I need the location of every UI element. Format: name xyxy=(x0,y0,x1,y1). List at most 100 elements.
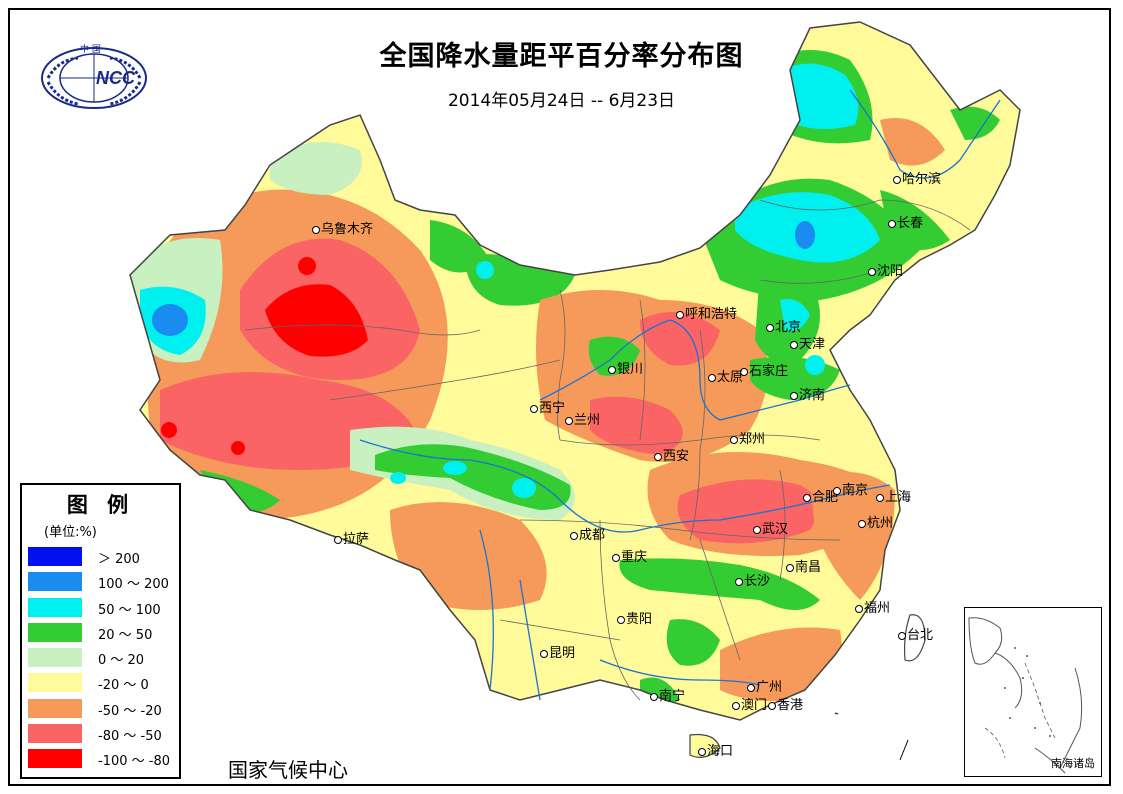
city-label: 南宁 xyxy=(650,685,685,704)
city-name: 北京 xyxy=(775,320,802,335)
city-dot-icon xyxy=(650,692,658,701)
legend-swatch xyxy=(28,597,82,617)
city-label: 拉萨 xyxy=(334,528,369,547)
city-name: 石家庄 xyxy=(749,364,789,379)
city-name: 重庆 xyxy=(621,550,648,565)
city-label: 香港 xyxy=(768,694,803,713)
city-dot-icon xyxy=(893,175,901,184)
legend-swatch xyxy=(28,698,82,718)
logo-top-text: 中 国 xyxy=(80,43,101,55)
legend-item: -100 ～ -80 xyxy=(22,746,179,771)
city-dot-icon xyxy=(766,323,774,332)
city-dot-icon xyxy=(735,577,743,586)
legend-item: -20 ～ 0 xyxy=(22,670,179,695)
legend-label: ＞ 200 xyxy=(98,552,140,567)
city-name: 西安 xyxy=(663,449,690,464)
city-label: 长春 xyxy=(888,212,923,231)
legend-swatch xyxy=(28,648,82,668)
city-label: 沈阳 xyxy=(868,260,903,279)
city-label: 贵阳 xyxy=(617,608,652,627)
city-name: 广州 xyxy=(756,680,783,695)
city-dot-icon xyxy=(803,493,811,502)
legend-title: 图 例 xyxy=(66,493,135,517)
city-dot-icon xyxy=(730,435,738,444)
city-dot-icon xyxy=(654,452,662,461)
inset-map xyxy=(968,617,1083,774)
legend-rows: ＞ 200 100 ～ 200 50 ～ 100 20 ～ 50 0 ～ 20 -20 ～… xyxy=(22,544,179,772)
city-label: 哈尔滨 xyxy=(893,168,941,187)
city-name: 天津 xyxy=(799,337,826,352)
city-dot-icon xyxy=(732,701,740,710)
city-dot-icon xyxy=(334,535,342,544)
city-label: 郑州 xyxy=(730,428,765,447)
city-dot-icon xyxy=(855,604,863,613)
city-name: 合肥 xyxy=(812,490,839,505)
city-dot-icon xyxy=(747,683,755,692)
city-name: 兰州 xyxy=(574,413,601,428)
city-label: 济南 xyxy=(790,384,825,403)
city-name: 南宁 xyxy=(659,689,686,704)
legend-label: -100 ～ -80 xyxy=(98,754,171,770)
legend-item: 0 ～ 20 xyxy=(22,645,179,670)
city-dot-icon xyxy=(740,367,748,376)
legend-label: -50 ～ -20 xyxy=(98,703,162,719)
legend-swatch xyxy=(28,547,82,566)
city-dot-icon xyxy=(753,525,761,534)
city-label: 台北 xyxy=(898,624,933,643)
rivers xyxy=(359,89,1001,701)
city-name: 郑州 xyxy=(739,432,766,447)
city-dot-icon xyxy=(608,365,616,374)
city-dot-icon xyxy=(570,531,578,540)
ncc-logo: NCC 中 国 xyxy=(38,40,150,110)
city-label: 北京 xyxy=(766,316,801,335)
city-label: 呼和浩特 xyxy=(676,303,737,322)
city-label: 西安 xyxy=(654,445,689,464)
south-china-sea-inset: 南海诸岛 xyxy=(964,607,1102,777)
city-label: 石家庄 xyxy=(740,360,788,379)
city-name: 海口 xyxy=(707,744,734,759)
city-dot-icon xyxy=(876,493,884,502)
legend-item: ＞ 200 xyxy=(22,544,179,569)
city-label: 太原 xyxy=(708,366,743,385)
city-dot-icon xyxy=(833,486,841,495)
legend-label: 100 ～ 200 xyxy=(98,577,169,593)
city-name: 太原 xyxy=(717,370,744,385)
city-name: 济南 xyxy=(799,388,826,403)
city-label: 银川 xyxy=(608,358,643,377)
map-title: 全国降水量距平百分率分布图 xyxy=(379,41,744,72)
city-name: 呼和浩特 xyxy=(685,307,738,322)
city-dot-icon xyxy=(790,340,798,349)
city-dot-icon xyxy=(530,404,538,413)
city-name: 澳门 xyxy=(741,698,768,713)
city-name: 长沙 xyxy=(744,574,771,589)
legend-swatch xyxy=(28,673,82,693)
legend-label: 20 ～ 50 xyxy=(98,627,153,643)
legend-swatch xyxy=(28,572,82,592)
city-label: 合肥 xyxy=(803,486,838,505)
city-name: 台北 xyxy=(907,628,934,643)
coast-marks xyxy=(834,712,909,761)
legend-item: 50 ～ 100 xyxy=(22,595,179,620)
organization-name: 国家气候中心 xyxy=(228,758,348,782)
city-dot-icon xyxy=(312,225,320,234)
city-name: 武汉 xyxy=(762,522,789,537)
legend-item: 20 ～ 50 xyxy=(22,620,179,645)
city-name: 成都 xyxy=(579,528,606,543)
city-dot-icon xyxy=(898,631,906,640)
city-name: 乌鲁木齐 xyxy=(321,222,374,237)
city-name: 南京 xyxy=(842,483,869,498)
legend-label: -20 ～ 0 xyxy=(98,678,149,694)
city-name: 南昌 xyxy=(795,560,822,575)
city-dot-icon xyxy=(790,391,798,400)
city-dot-icon xyxy=(786,563,794,572)
province-borders xyxy=(244,199,971,701)
city-name: 昆明 xyxy=(549,646,576,661)
city-dot-icon xyxy=(676,310,684,319)
city-label: 南京 xyxy=(833,479,868,498)
city-label: 重庆 xyxy=(612,546,647,565)
city-name: 福州 xyxy=(864,601,891,616)
legend-item: -50 ～ -20 xyxy=(22,696,179,721)
legend-swatch xyxy=(28,749,82,769)
inset-label: 南海诸岛 xyxy=(1051,757,1095,770)
city-label: 兰州 xyxy=(565,409,600,428)
